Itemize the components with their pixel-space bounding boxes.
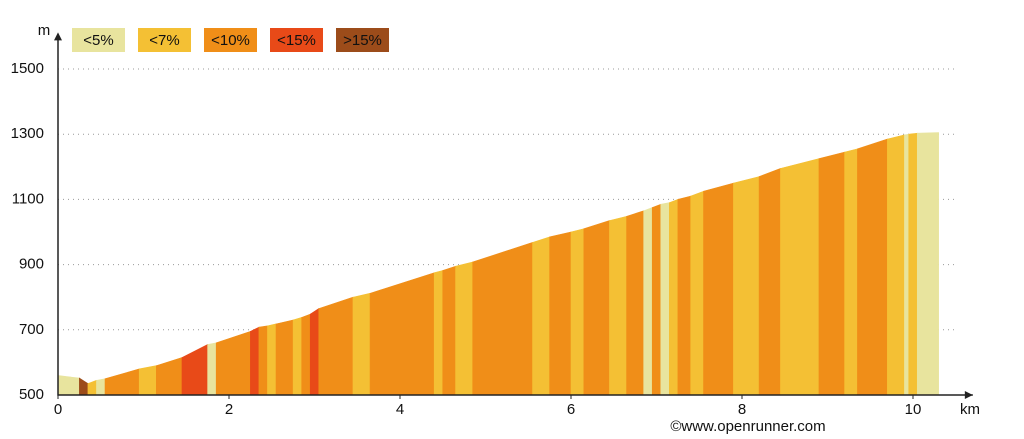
legend-label: <10%	[211, 32, 250, 49]
y-tick-label: 500	[19, 386, 44, 403]
profile-segment	[887, 134, 905, 396]
legend-swatch	[336, 28, 389, 52]
legend-label: <15%	[277, 32, 316, 49]
profile-segment	[733, 176, 760, 396]
legend-swatch	[270, 28, 323, 52]
profile-segment	[215, 331, 251, 396]
profile-segment	[318, 296, 354, 396]
profile-segment	[442, 265, 456, 396]
profile-segment	[267, 323, 277, 396]
profile-segment	[609, 215, 627, 396]
x-tick-label: 6	[567, 401, 575, 418]
profile-segment	[104, 368, 140, 396]
y-tick-label: 1500	[11, 60, 44, 77]
profile-segment	[818, 151, 845, 396]
profile-segment	[79, 377, 89, 396]
profile-segment	[660, 202, 670, 396]
legend-label: <7%	[149, 32, 179, 49]
profile-segment	[857, 138, 888, 396]
profile-segment	[780, 158, 820, 396]
legend-swatch	[72, 28, 125, 52]
legend-swatch	[204, 28, 257, 52]
profile-segment	[96, 378, 106, 396]
y-arrow	[54, 32, 62, 41]
y-axis-label: m	[38, 22, 51, 39]
legend-label: >15%	[343, 32, 382, 49]
profile-segment	[57, 375, 72, 396]
x-tick-label: 10	[905, 401, 922, 418]
profile-segment	[138, 365, 157, 396]
profile-segment	[583, 220, 610, 396]
x-tick-label: 2	[225, 401, 233, 418]
profile-segment	[156, 357, 183, 396]
profile-segment	[455, 261, 473, 396]
y-tick-label: 700	[19, 321, 44, 338]
x-tick-label: 0	[54, 401, 62, 418]
profile-segment	[690, 190, 704, 396]
profile-segment	[433, 270, 444, 396]
profile-segment	[309, 308, 320, 396]
profile-segment	[703, 182, 734, 396]
profile-segment	[626, 210, 644, 396]
profile-segment	[181, 343, 208, 396]
y-tick-label: 1300	[11, 125, 44, 142]
profile-segment	[275, 319, 294, 396]
legend-swatch	[138, 28, 191, 52]
profile-segment	[258, 325, 268, 396]
y-tick-label: 900	[19, 256, 44, 273]
y-tick-label: 1100	[12, 190, 44, 207]
profile-segment	[758, 167, 781, 396]
profile-segment	[352, 292, 371, 396]
profile-segment	[651, 203, 662, 396]
x-tick-label: 8	[738, 401, 746, 418]
profile-segment	[904, 133, 910, 396]
profile-segment	[250, 326, 260, 396]
profile-segment	[87, 379, 97, 396]
profile-segment	[292, 317, 302, 396]
profile-segment	[549, 231, 572, 396]
profile-segment	[369, 272, 435, 396]
x-tick-label: 4	[396, 401, 404, 418]
profile-segment	[669, 198, 679, 396]
profile-segment	[570, 228, 585, 396]
x-axis-label: km	[960, 401, 980, 418]
credit: ©www.openrunner.com	[670, 418, 825, 435]
profile-segment	[844, 148, 858, 396]
legend-label: <5%	[83, 32, 113, 49]
profile-segment	[301, 313, 311, 396]
profile-segment	[532, 236, 550, 396]
profile-segment	[916, 132, 939, 396]
profile-segment	[207, 342, 217, 396]
profile-segment	[643, 207, 653, 396]
profile-segment	[70, 376, 80, 396]
profile-segment	[677, 195, 692, 396]
profile-segment	[472, 242, 533, 396]
profile-segment	[908, 132, 918, 396]
x-arrow	[964, 391, 973, 399]
axes	[57, 36, 973, 396]
